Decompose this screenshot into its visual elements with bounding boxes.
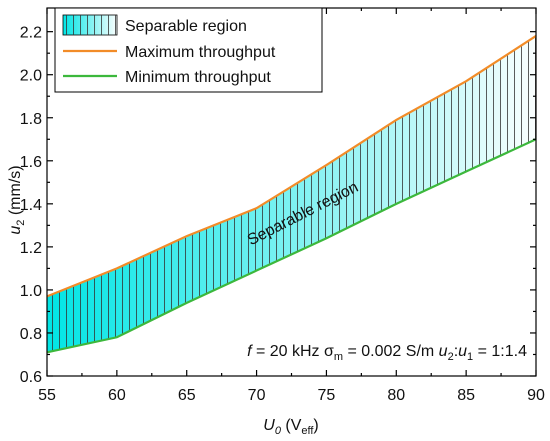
y-tick-label: 1.2 bbox=[20, 240, 42, 257]
x-axis-label: U0 (Veff) bbox=[263, 417, 319, 437]
series-line bbox=[46, 35, 537, 298]
legend-swatch-hatch bbox=[63, 15, 117, 35]
x-tick-label: 70 bbox=[248, 387, 266, 404]
x-tick-label: 85 bbox=[457, 387, 475, 404]
legend-label: Maximum throughput bbox=[125, 44, 276, 61]
region-hatch bbox=[47, 35, 536, 353]
x-tick-label: 55 bbox=[38, 387, 56, 404]
y-tick-label: 2.2 bbox=[20, 25, 42, 42]
x-tick-label: 65 bbox=[178, 387, 196, 404]
x-tick-label: 60 bbox=[108, 387, 126, 404]
legend-label: Separable region bbox=[125, 18, 247, 35]
y-tick-label: 0.8 bbox=[20, 326, 42, 343]
y-tick-label: 1.0 bbox=[20, 283, 42, 300]
legend-label: Minimum throughput bbox=[125, 69, 271, 86]
y-tick-label: 1.8 bbox=[20, 111, 42, 128]
x-tick-label: 80 bbox=[387, 387, 405, 404]
x-tick-label: 75 bbox=[318, 387, 336, 404]
x-tick-label: 90 bbox=[527, 387, 545, 404]
series-line bbox=[46, 138, 537, 354]
y-tick-label: 1.4 bbox=[20, 197, 42, 214]
y-tick-label: 1.6 bbox=[20, 154, 42, 171]
y-tick-label: 2.0 bbox=[20, 68, 42, 85]
y-tick-label: 0.6 bbox=[20, 369, 42, 386]
y-axis-label: u2 (mm/s) bbox=[7, 165, 27, 234]
parameter-annotation: f = 20 kHz σm = 0.002 S/m u2:u1 = 1:1.4 bbox=[247, 343, 527, 363]
